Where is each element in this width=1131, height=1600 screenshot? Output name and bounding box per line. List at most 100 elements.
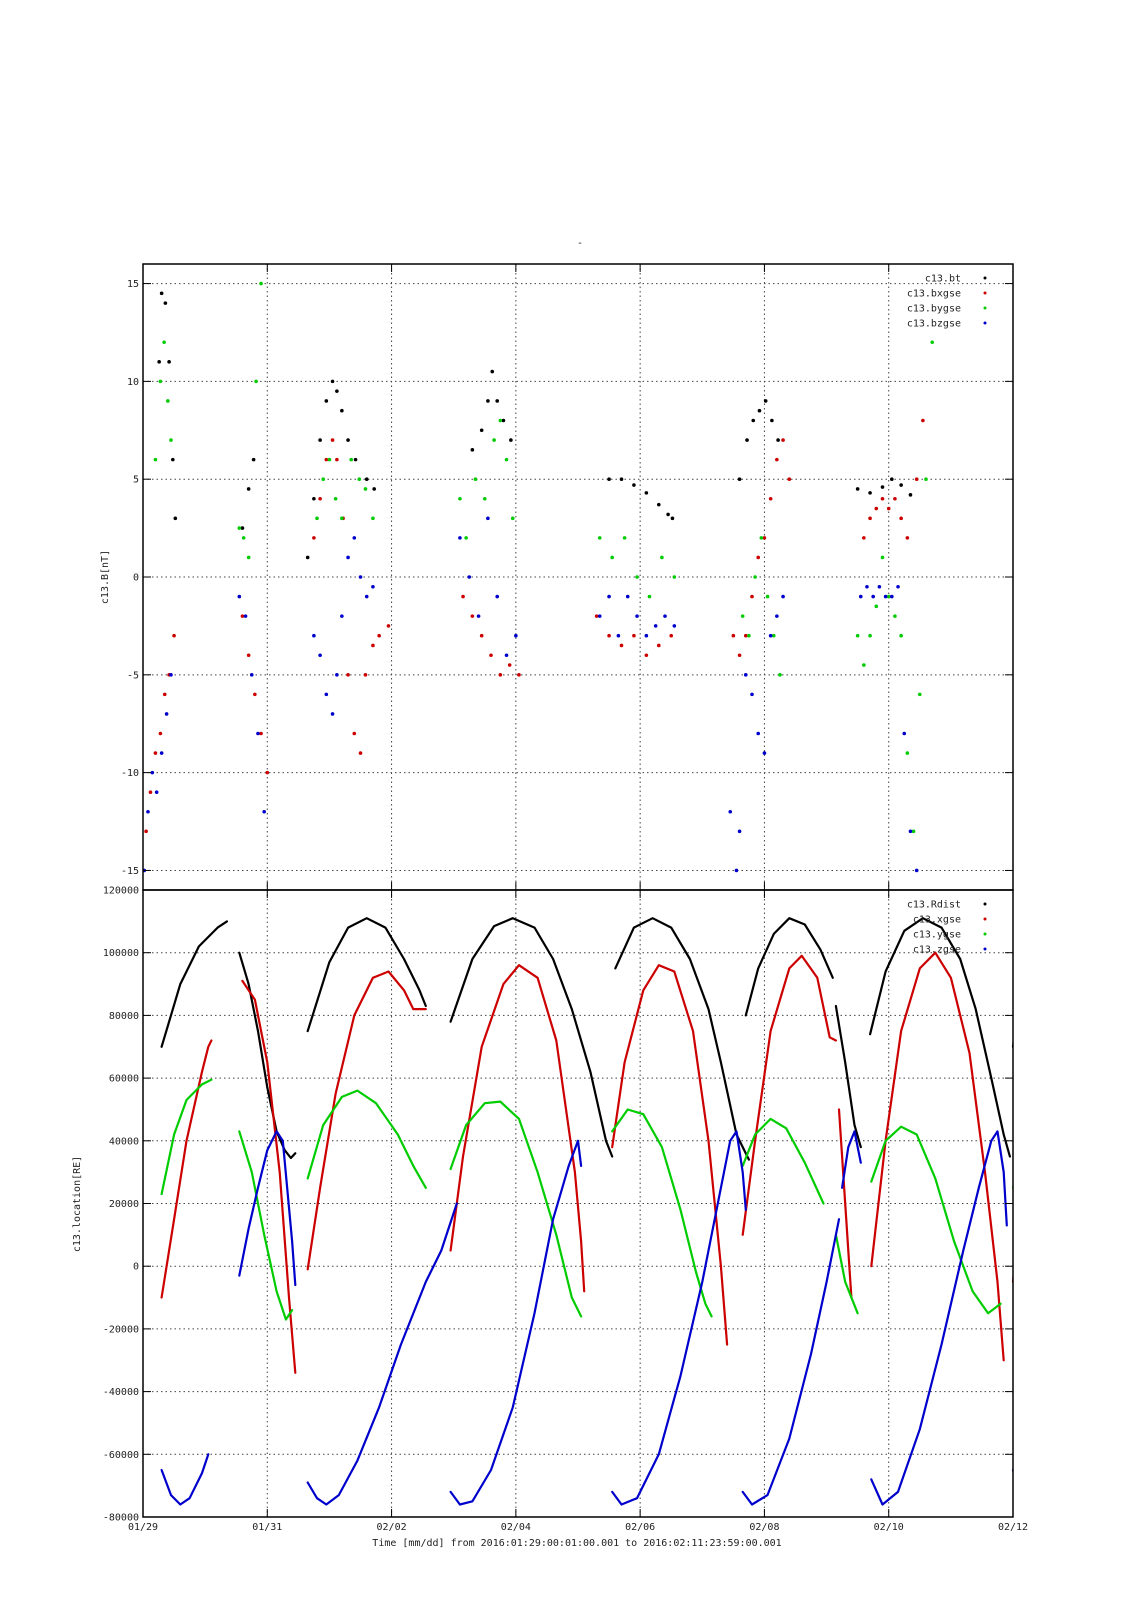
data-point bbox=[144, 829, 148, 834]
data-point bbox=[489, 653, 493, 658]
series-line-segment bbox=[238, 951, 297, 1160]
data-point bbox=[762, 536, 767, 540]
data-point bbox=[896, 584, 900, 589]
y-tick-label: -20000 bbox=[103, 1324, 139, 1335]
data-point bbox=[167, 360, 171, 364]
data-point bbox=[776, 438, 780, 442]
data-point bbox=[743, 673, 748, 677]
data-point bbox=[256, 731, 260, 736]
series-line-segment bbox=[306, 1089, 427, 1189]
data-point bbox=[249, 673, 254, 677]
x-tick-label: 02/12 bbox=[998, 1522, 1028, 1533]
location-lines bbox=[160, 917, 1013, 1506]
data-point bbox=[169, 438, 173, 442]
data-point bbox=[750, 594, 754, 599]
data-point bbox=[908, 493, 913, 497]
data-point bbox=[747, 633, 751, 638]
series-c13.bzgse bbox=[143, 516, 919, 873]
data-point bbox=[377, 633, 381, 638]
data-point bbox=[625, 594, 630, 599]
data-point bbox=[757, 408, 762, 413]
y-tick-label: 120000 bbox=[103, 886, 139, 897]
series-line-segment bbox=[306, 970, 427, 1271]
data-point bbox=[464, 536, 468, 540]
legend-swatch bbox=[983, 306, 987, 310]
location-panel: -80000 -60000 -40000 -20000 0 20000 40000 60000… bbox=[72, 886, 1014, 1524]
data-point bbox=[352, 731, 357, 736]
data-point bbox=[899, 633, 903, 638]
data-point bbox=[330, 438, 335, 442]
series-line-segment bbox=[306, 1202, 458, 1506]
data-point bbox=[893, 496, 897, 501]
data-point bbox=[501, 418, 506, 423]
data-point bbox=[778, 673, 782, 677]
data-point bbox=[243, 614, 248, 618]
data-point bbox=[327, 457, 332, 462]
data-point bbox=[607, 477, 611, 481]
series-line-segment bbox=[870, 1130, 1008, 1506]
data-point bbox=[756, 731, 761, 736]
data-point bbox=[781, 594, 785, 599]
data-point bbox=[479, 633, 484, 638]
data-point bbox=[886, 594, 891, 599]
data-point bbox=[622, 536, 627, 540]
y-tick-label: -40000 bbox=[103, 1387, 139, 1398]
data-point bbox=[775, 457, 779, 462]
data-point bbox=[911, 829, 916, 834]
data-point bbox=[672, 575, 677, 579]
series-c13.zgse bbox=[160, 1130, 1013, 1506]
bot-series-group bbox=[160, 917, 1013, 1506]
data-point bbox=[358, 575, 363, 579]
x-tick-label: 01/31 bbox=[252, 1522, 282, 1533]
data-point bbox=[312, 536, 316, 540]
series-line-segment bbox=[449, 1100, 583, 1318]
data-point bbox=[644, 653, 649, 658]
data-point bbox=[517, 673, 521, 677]
data-point bbox=[171, 457, 175, 462]
magnetic-field-panel: -15 -10 -5 0 5 10 15 c13.B[nT] c13.bt c13.bxgse… bbox=[100, 263, 1014, 891]
data-point bbox=[880, 555, 885, 560]
top-series-group bbox=[143, 281, 935, 873]
data-point bbox=[787, 477, 792, 481]
data-point bbox=[877, 584, 882, 589]
data-point bbox=[616, 633, 621, 638]
data-point bbox=[899, 516, 903, 521]
data-point bbox=[514, 633, 518, 638]
data-point bbox=[492, 438, 496, 442]
series-line-segment bbox=[160, 1039, 213, 1299]
data-point bbox=[647, 594, 652, 599]
data-point bbox=[237, 594, 242, 599]
data-point bbox=[159, 751, 164, 755]
series-line-segment bbox=[614, 917, 750, 1161]
data-point bbox=[762, 751, 767, 755]
series-line-segment bbox=[870, 951, 1005, 1362]
data-point bbox=[672, 624, 677, 628]
legend-swatch bbox=[983, 932, 987, 936]
legend-swatch bbox=[983, 902, 987, 906]
series-line-segment bbox=[306, 917, 427, 1033]
data-point bbox=[340, 516, 344, 521]
series-line-segment bbox=[449, 964, 586, 1293]
legend-label: c13.xgse bbox=[913, 915, 961, 926]
figure-top-title: - bbox=[577, 238, 583, 249]
data-point bbox=[318, 496, 322, 501]
data-point bbox=[610, 555, 614, 560]
data-point bbox=[781, 438, 785, 442]
y-tick-label: 100000 bbox=[103, 948, 139, 959]
data-point bbox=[731, 633, 736, 638]
data-point bbox=[632, 633, 636, 638]
series-line-segment bbox=[870, 1125, 1002, 1315]
y-tick-label: -5 bbox=[127, 670, 139, 681]
data-point bbox=[358, 751, 363, 755]
series-line-segment bbox=[741, 1117, 825, 1205]
data-point bbox=[482, 496, 487, 501]
data-point bbox=[253, 692, 257, 697]
data-point bbox=[461, 594, 465, 599]
data-point bbox=[153, 751, 158, 755]
series-line-segment bbox=[744, 917, 834, 1017]
data-point bbox=[759, 536, 764, 540]
data-point bbox=[364, 477, 369, 481]
data-point bbox=[324, 692, 329, 697]
data-point bbox=[504, 457, 509, 462]
series-line-segment bbox=[449, 917, 614, 1158]
